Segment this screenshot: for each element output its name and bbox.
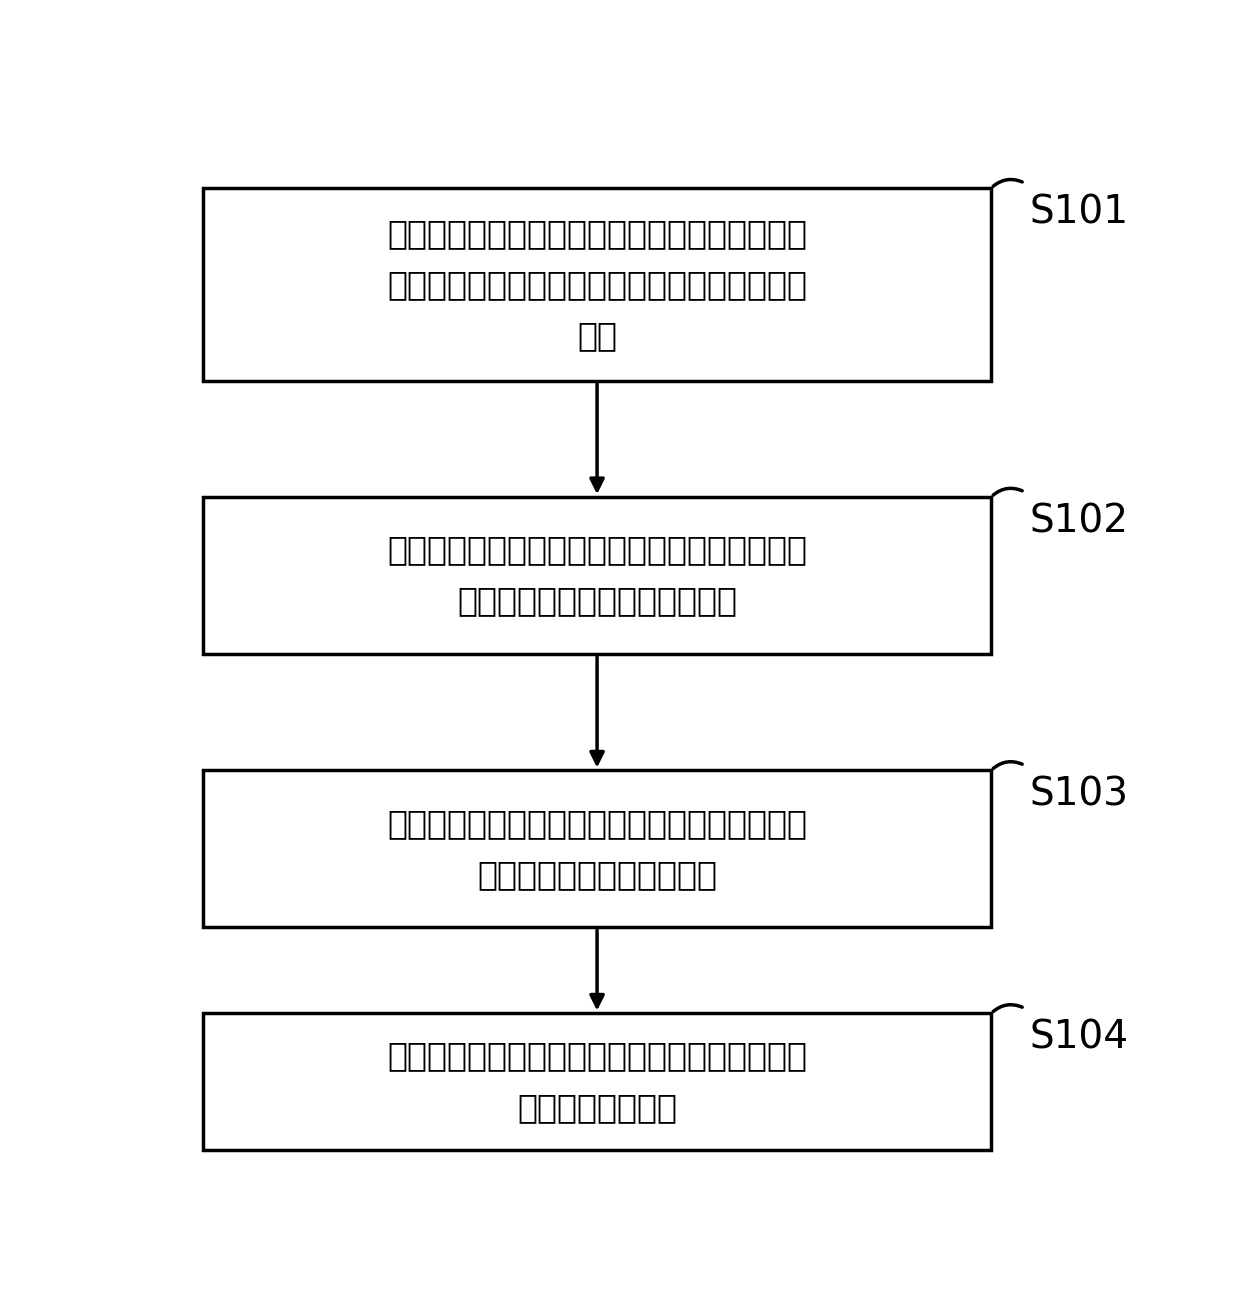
Text: S102: S102 [1029, 502, 1128, 540]
Text: S103: S103 [1029, 776, 1128, 814]
Text: 获取采集终端发送的第一交通设施信息，所述第
一交通设施信息包括交通设施的采集图像及位置
信息: 获取采集终端发送的第一交通设施信息，所述第 一交通设施信息包括交通设施的采集图像… [387, 217, 807, 352]
FancyBboxPatch shape [203, 1014, 991, 1151]
Text: S104: S104 [1029, 1019, 1128, 1056]
FancyBboxPatch shape [203, 188, 991, 380]
Text: S101: S101 [1029, 193, 1128, 231]
FancyBboxPatch shape [203, 771, 991, 927]
Text: 根据所述第一识别范围及所述采集图像，确定所
述交通设施的第一状况信息: 根据所述第一识别范围及所述采集图像，确定所 述交通设施的第一状况信息 [387, 807, 807, 892]
FancyBboxPatch shape [203, 497, 991, 654]
Text: 根据所述交通设施的位置信息，将所述交通设施
的识别范围缩小至第一识别范围: 根据所述交通设施的位置信息，将所述交通设施 的识别范围缩小至第一识别范围 [387, 534, 807, 618]
Text: 根据所述交通设施的第一状况信息，确定所述交
通设施的维护任务: 根据所述交通设施的第一状况信息，确定所述交 通设施的维护任务 [387, 1040, 807, 1124]
